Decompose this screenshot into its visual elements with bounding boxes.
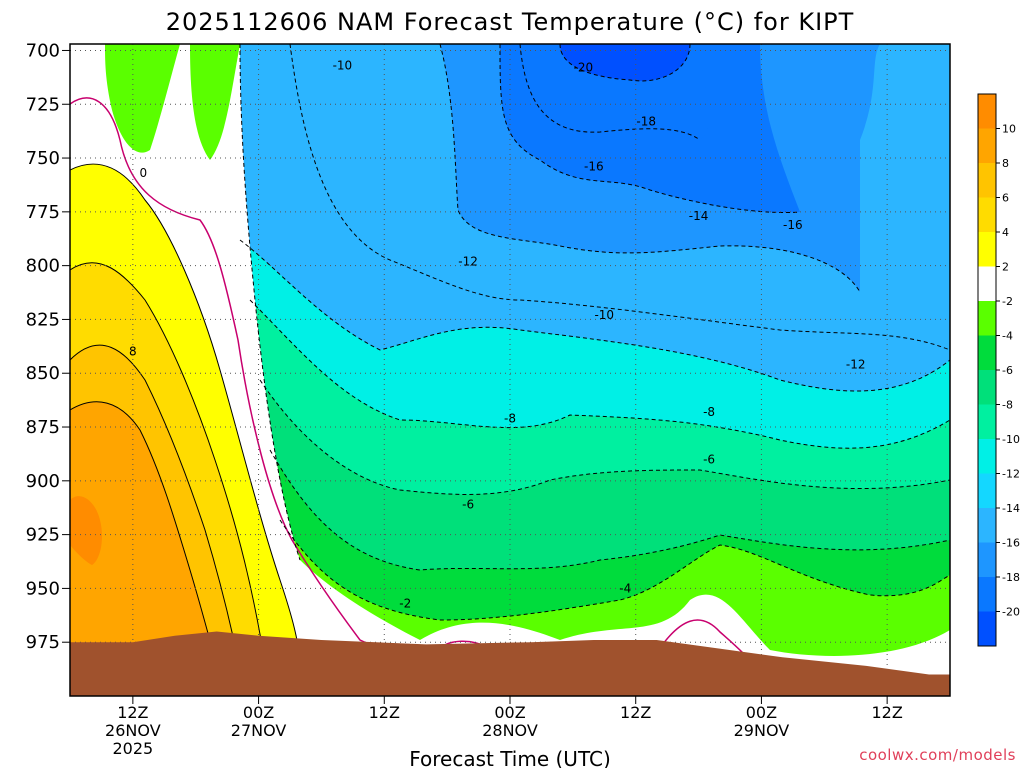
isotherm-lines — [239, 44, 950, 621]
colorbar-label-12: 6 — [1002, 192, 1009, 205]
colorbar-swatch-7 — [978, 335, 996, 370]
credit-text: coolwx.com/models — [859, 746, 1016, 764]
colorbar-swatch-4 — [978, 232, 996, 267]
contour-label-14: -2 — [399, 596, 411, 610]
contour-label-13: -4 — [619, 581, 631, 595]
contour-label-0: -20 — [574, 61, 594, 75]
contour-labels: -20-18-16-16-14-12-12-10-10-8 -8-6-6-4-20… — [129, 59, 865, 611]
contour-label-10: -8 — [703, 405, 715, 419]
band-minus-20 — [560, 44, 690, 81]
band-above-freezing — [70, 44, 950, 696]
colorbar-swatch-12 — [978, 508, 996, 543]
contour-label-9: -8 — [504, 411, 516, 425]
colorbar-label-7: -6 — [1002, 364, 1013, 377]
y-tick-label-4: 800 — [26, 256, 60, 277]
y-tick-label-10: 950 — [26, 578, 60, 599]
colorbar-swatch-9 — [978, 404, 996, 439]
band-upper-left-green — [105, 44, 180, 153]
contour-label-1: -18 — [636, 114, 656, 128]
chart-title: 2025112606 NAM Forecast Temperature (°C)… — [166, 8, 855, 36]
colorbar-label-4: -12 — [1002, 468, 1020, 481]
y-tick-label-8: 900 — [26, 471, 60, 492]
y-tick-label-11: 975 — [26, 632, 60, 653]
contour-label-15: 0 — [140, 166, 148, 180]
colorbar-label-3: -14 — [1002, 502, 1020, 515]
x-tick-label-0-2: 2025 — [112, 739, 153, 758]
colorbar-swatch-13 — [978, 542, 996, 577]
colorbar-swatch-11 — [978, 473, 996, 508]
y-tick-label-0: 700 — [26, 40, 60, 61]
colorbar-swatch-10 — [978, 439, 996, 474]
x-tick-label-2-0: 12Z — [369, 703, 400, 722]
colorbar-label-11: 4 — [1002, 226, 1009, 239]
y-tick-label-3: 775 — [26, 202, 60, 223]
x-tick-label-5-0: 00Z — [746, 703, 777, 722]
terrain-fill — [70, 631, 950, 696]
colorbar-label-14: 10 — [1002, 123, 1016, 136]
colorbar-label-0: -20 — [1002, 606, 1020, 619]
colorbar-swatch-15 — [978, 611, 996, 646]
x-tick-label-6-0: 12Z — [871, 703, 902, 722]
colorbar-swatch-3 — [978, 197, 996, 232]
contour-label-11: -6 — [462, 497, 474, 511]
x-axis-label: Forecast Time (UTC) — [409, 747, 611, 768]
y-tick-label-2: 750 — [26, 148, 60, 169]
colorbar-swatch-1 — [978, 128, 996, 163]
y-tick-label-5: 825 — [26, 309, 60, 330]
y-tick-label-6: 850 — [26, 363, 60, 384]
x-tick-label-0-0: 12Z — [117, 703, 148, 722]
x-tick-label-1-0: 00Z — [243, 703, 274, 722]
x-tick-label-3-0: 00Z — [494, 703, 525, 722]
colorbar-label-10: 2 — [1002, 261, 1009, 274]
colorbar-label-1: -18 — [1002, 571, 1020, 584]
band-10-to-12 — [70, 496, 103, 565]
x-tick-label-1-1: 27NOV — [231, 721, 287, 740]
y-tick-label-1: 725 — [26, 94, 60, 115]
y-axis: 700 725 750 775 800 825 850 875 900 925 950 975 — [26, 40, 70, 653]
colorbar-label-13: 8 — [1002, 157, 1009, 170]
x-tick-label-5-1: 29NOV — [734, 721, 790, 740]
colorbar-swatch-2 — [978, 163, 996, 198]
colorbar-swatch-5 — [978, 266, 996, 301]
colorbar: -20 -18 -16 -14 -12 -10 -8 -6 -4 -2 2 4 6 8 10 — [977, 93, 1020, 647]
colorbar-label-8: -4 — [1002, 330, 1013, 343]
band-8-to-10 — [70, 401, 225, 696]
band-upper-left-green-2 — [190, 44, 240, 160]
freezing-contour — [70, 97, 421, 651]
colorbar-label-6: -8 — [1002, 399, 1013, 412]
x-tick-label-3-1: 28NOV — [482, 721, 538, 740]
x-tick-label-0-1: 26NOV — [105, 721, 161, 740]
colorbar-swatch-14 — [978, 577, 996, 612]
grid-lines — [70, 44, 950, 696]
colorbar-swatch-0 — [978, 94, 996, 129]
contour-label-8: -10 — [594, 308, 614, 322]
colorbar-swatch-6 — [978, 301, 996, 336]
contour-label-4: -14 — [689, 209, 709, 223]
colorbar-label-5: -10 — [1002, 433, 1020, 446]
plot-area: -20-18-16-16-14-12-12-10-10-8 -8-6-6-4-20… — [70, 44, 950, 696]
contour-label-12: -6 — [703, 452, 715, 466]
y-tick-label-7: 875 — [26, 417, 60, 438]
colorbar-label-9: -2 — [1002, 295, 1013, 308]
contour-label-3: -16 — [783, 218, 803, 232]
colorbar-label-2: -16 — [1002, 537, 1020, 550]
x-tick-label-4-0: 12Z — [620, 703, 651, 722]
contour-label-7: -10 — [333, 59, 353, 73]
contour-label-2: -16 — [584, 160, 604, 174]
contour-label-5: -12 — [458, 254, 478, 268]
contour-label-6: -12 — [846, 358, 866, 372]
colorbar-swatch-8 — [978, 370, 996, 405]
contour-label-16: 8 — [129, 345, 137, 359]
y-tick-label-9: 925 — [26, 525, 60, 546]
warm-isotherm-lines — [70, 163, 306, 696]
